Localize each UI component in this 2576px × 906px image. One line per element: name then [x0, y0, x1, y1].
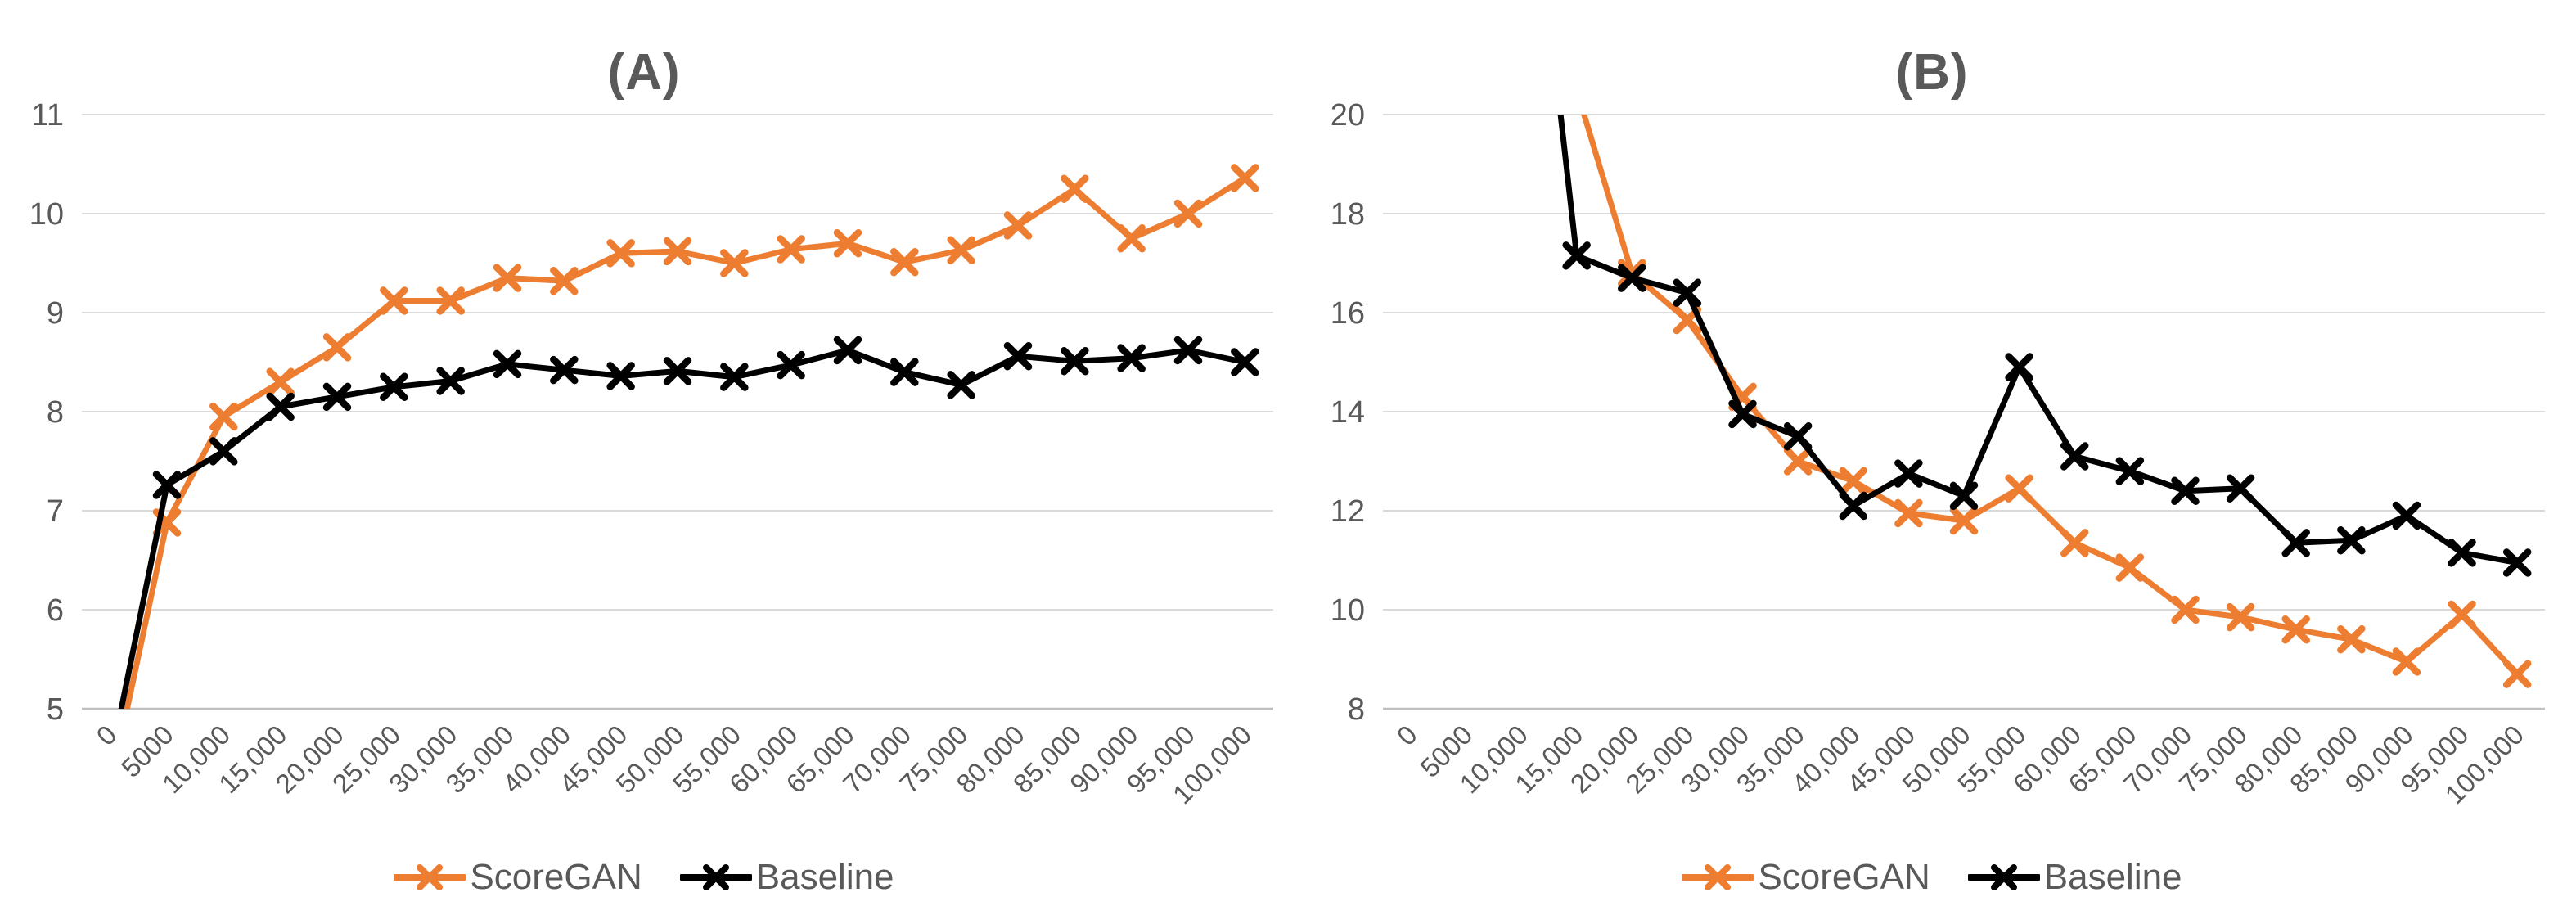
svg-text:8: 8 — [47, 395, 64, 430]
chart-b-title: (B) — [1895, 44, 1969, 101]
legend-label-scoregan: ScoreGAN — [470, 857, 642, 897]
svg-text:0: 0 — [90, 719, 122, 751]
baseline-line-marker-icon — [679, 864, 752, 890]
svg-text:14: 14 — [1331, 395, 1365, 430]
legend-item-baseline: Baseline — [679, 857, 894, 898]
svg-text:8: 8 — [1348, 692, 1365, 727]
svg-text:10: 10 — [29, 197, 64, 232]
chart-a-title: (A) — [607, 44, 681, 101]
svg-text:5: 5 — [47, 692, 64, 727]
chart-panel-a: (A) 5 6 7 8 9 10 11 0 5000 10,000 15,000 20,000 25,0… — [0, 44, 1288, 898]
chart-a-plot-area: 5678910110500010,00015,00020,00025,00030… — [29, 98, 1273, 809]
svg-text:16: 16 — [1331, 296, 1365, 331]
chart-b-plot-area: 81012141618200500010,00015,00020,00025,0… — [1331, 98, 2545, 809]
svg-text:9: 9 — [47, 296, 64, 331]
svg-text:7: 7 — [47, 494, 64, 529]
svg-text:0: 0 — [1391, 719, 1423, 751]
legend-label-baseline: Baseline — [755, 857, 894, 897]
svg-text:6: 6 — [47, 593, 64, 628]
legend-item-scoregan: ScoreGAN — [394, 857, 642, 898]
svg-text:12: 12 — [1331, 494, 1365, 529]
svg-text:10: 10 — [1331, 593, 1365, 628]
svg-text:11: 11 — [32, 98, 64, 133]
scoregan-line-marker-icon — [394, 864, 466, 890]
legend-item-scoregan: ScoreGAN — [1682, 857, 1930, 898]
chart-a-legend: ScoreGAN Baseline — [0, 857, 1288, 898]
legend-label-scoregan: ScoreGAN — [1758, 857, 1930, 897]
baseline-line-marker-icon — [1967, 864, 2040, 890]
svg-text:18: 18 — [1331, 197, 1365, 232]
scoregan-line-marker-icon — [1682, 864, 1754, 890]
chart-panel-b: (B) 8 10 12 14 16 18 20 0 5000 10,000 15,000 20,000… — [1288, 0, 2576, 906]
legend-item-baseline: Baseline — [1967, 857, 2182, 898]
svg-text:20: 20 — [1331, 98, 1365, 133]
chart-b-legend: ScoreGAN Baseline — [1288, 857, 2576, 898]
legend-label-baseline: Baseline — [2043, 857, 2182, 897]
